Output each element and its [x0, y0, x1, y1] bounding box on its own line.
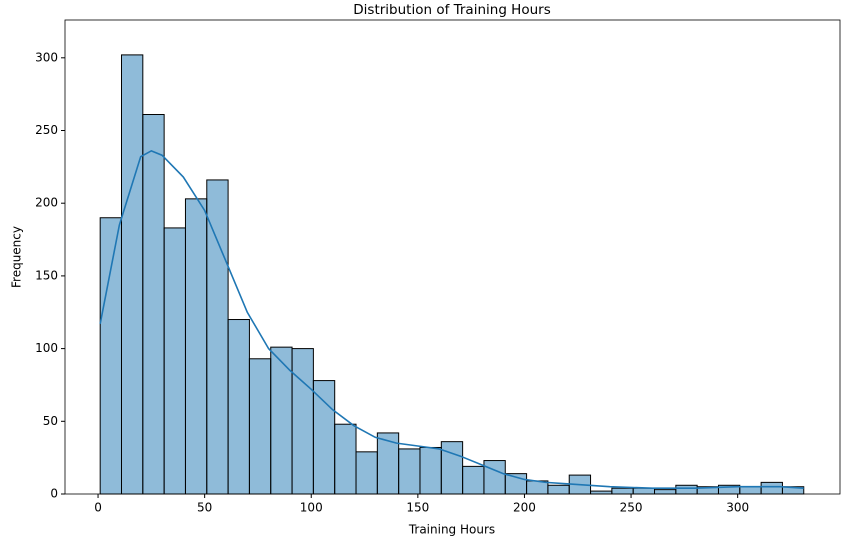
histogram-bar: [547, 484, 570, 495]
histogram-bar: [291, 348, 314, 495]
histogram-bar: [632, 487, 656, 495]
histogram-bar: [206, 179, 229, 495]
histogram-bar: [312, 380, 336, 495]
x-axis-label: Training Hours: [408, 523, 495, 537]
histogram-bar: [760, 481, 783, 495]
histogram-bar: [398, 448, 421, 495]
histogram-bar: [355, 451, 378, 495]
x-tick-label: 200: [513, 501, 536, 515]
y-axis-label: Frequency: [10, 226, 24, 288]
histogram-bar: [184, 198, 208, 495]
x-tick-label: 100: [300, 501, 323, 515]
histogram-bar: [462, 465, 485, 495]
plot-frame: [64, 19, 841, 495]
y-tick-label: 250: [35, 123, 58, 137]
histogram-bar: [675, 484, 698, 495]
y-tick-label: 200: [35, 196, 58, 210]
histogram-bar: [419, 446, 442, 495]
chart-title: Distribution of Training Hours: [353, 2, 550, 18]
x-tick-label: 50: [197, 501, 212, 515]
kde-line: [99, 149, 804, 489]
y-tick-label: 150: [35, 268, 58, 282]
histogram-bar: [120, 54, 144, 495]
histogram-bar: [334, 423, 357, 495]
x-tick-label: 300: [726, 501, 749, 515]
y-tick-label: 300: [35, 50, 58, 64]
histogram-bar: [654, 489, 677, 495]
x-tick-label: 0: [94, 501, 102, 515]
histogram-bar: [248, 358, 272, 495]
histogram-bar: [739, 486, 762, 495]
x-tick-label: 250: [620, 501, 643, 515]
histogram-bar: [590, 490, 613, 495]
histogram-bar: [611, 487, 634, 495]
histogram-bar: [99, 217, 122, 495]
y-tick-label: 50: [43, 414, 58, 428]
histogram-bar: [163, 227, 186, 495]
histogram-bar: [227, 319, 250, 495]
y-tick-label: 100: [35, 341, 58, 355]
histogram-bar: [483, 460, 506, 495]
histogram-bar: [440, 441, 464, 495]
x-tick-label: 150: [406, 501, 429, 515]
y-tick-label: 0: [50, 487, 58, 501]
histogram-bar: [142, 114, 165, 495]
